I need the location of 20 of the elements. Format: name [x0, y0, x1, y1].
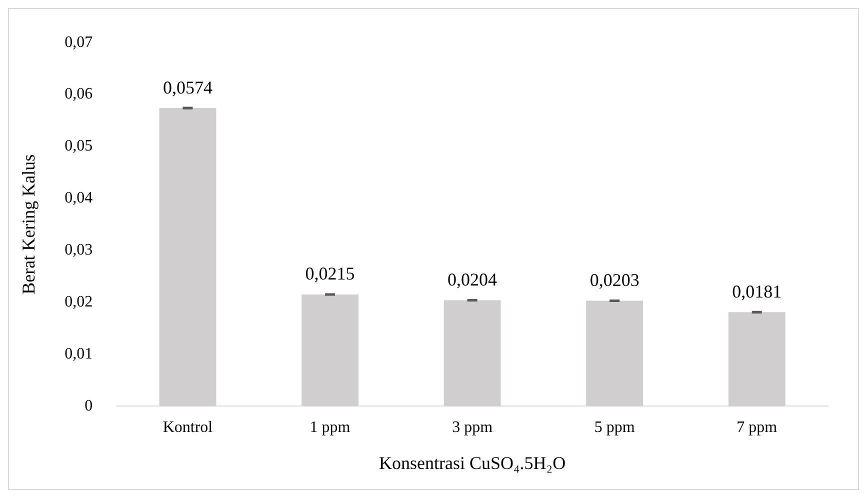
x-tick-label: 1 ppm — [310, 419, 351, 436]
y-tick-label: 0,06 — [64, 86, 93, 103]
y-tick-label: 0,03 — [64, 242, 93, 259]
y-tick-label: 0,05 — [64, 138, 93, 155]
data-label: 0,0574 — [162, 77, 212, 98]
data-label: 0,0215 — [305, 264, 355, 284]
data-label: 0,0181 — [732, 281, 782, 302]
y-tick-label: 0,04 — [64, 190, 93, 207]
y-tick-label: 0 — [84, 397, 93, 414]
y-tick-label: 0,02 — [64, 294, 93, 311]
x-tick-label: 5 ppm — [594, 419, 636, 436]
x-axis-title: Konsentrasi CuSO₄.5H₂O — [379, 452, 566, 473]
data-label: 0,0203 — [590, 270, 640, 290]
data-label: 0,0204 — [448, 269, 498, 290]
x-tick-label: 3 ppm — [452, 419, 494, 436]
y-tick-label: 0,07 — [64, 34, 93, 51]
y-axis-title: Berat Kering Kalus — [18, 154, 39, 294]
x-tick-label: 7 ppm — [736, 419, 778, 436]
y-tick-label: 0,01 — [64, 345, 93, 362]
x-tick-label: Kontrol — [162, 419, 214, 436]
